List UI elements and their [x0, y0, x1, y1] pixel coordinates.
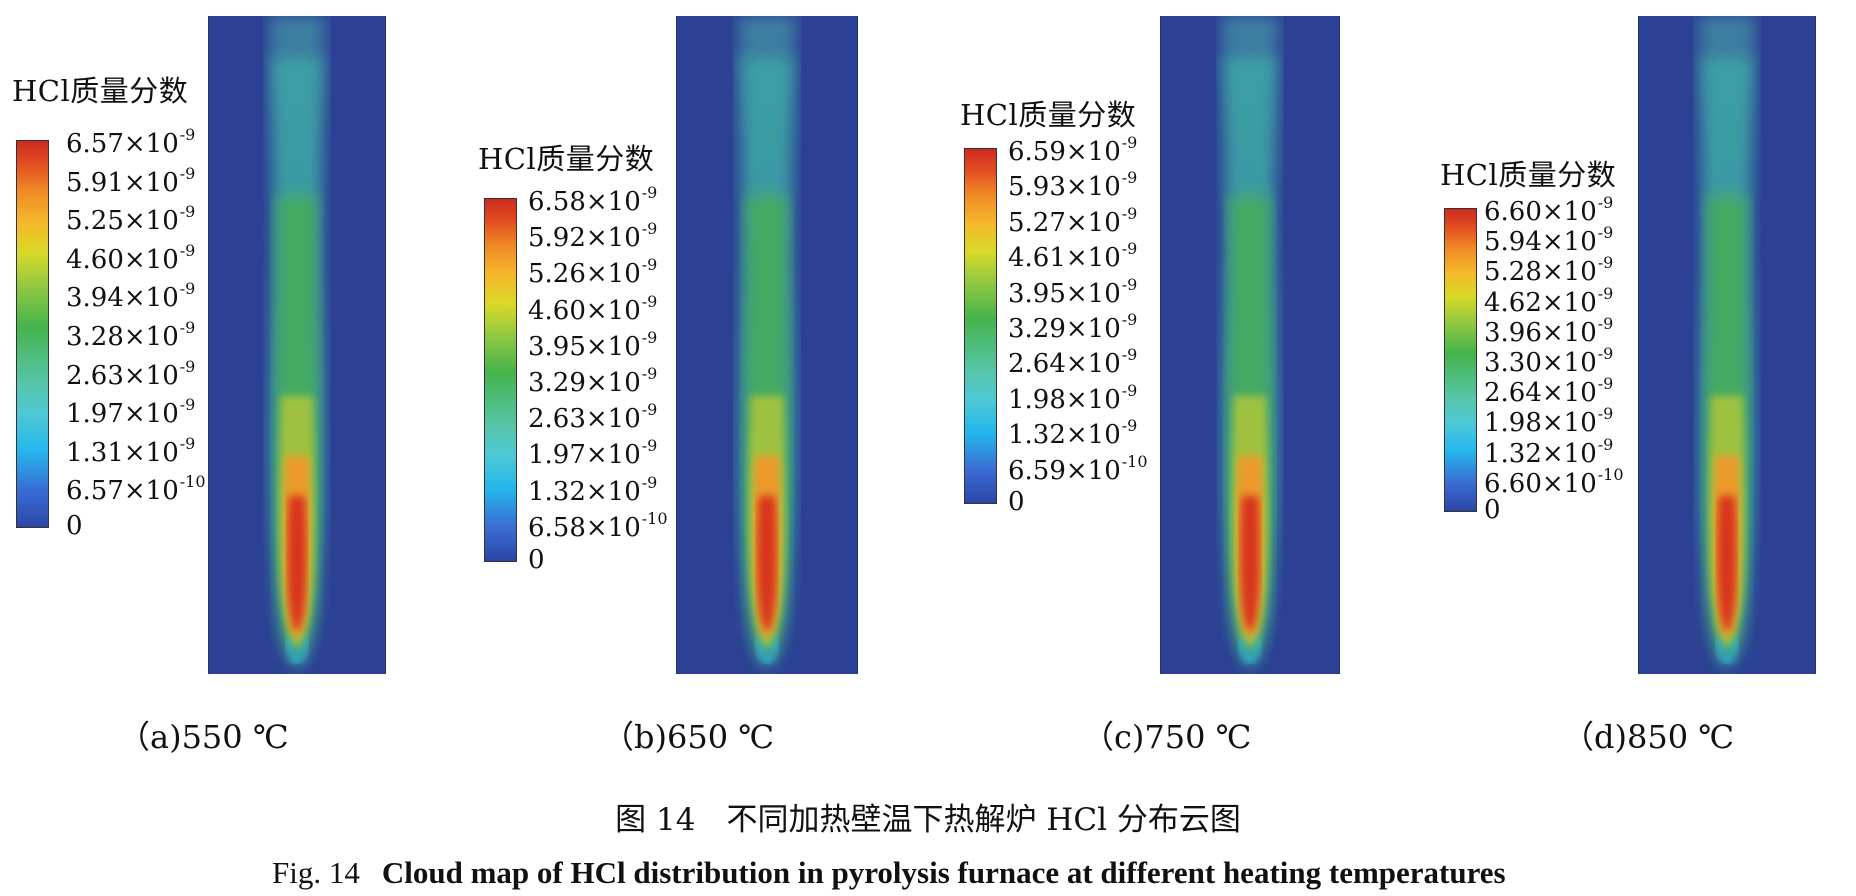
colorbar-tick-label: 4.60×10-9	[528, 291, 658, 326]
colorbar-tick-label: 3.29×10-9	[1008, 310, 1138, 344]
colorbar-tick-label: 1.32×10-9	[528, 472, 658, 507]
colorbar-tick-label: 3.94×10-9	[66, 279, 196, 314]
figure-caption-text: Cloud map of HCl distribution in pyrolys…	[381, 855, 1506, 890]
colorbar-tick-label: 3.28×10-9	[66, 318, 196, 352]
colorbar-tick-label: 3.29×10-9	[528, 364, 658, 398]
colorbar-tick-label: 1.98×10-9	[1484, 404, 1614, 439]
colorbar	[1444, 208, 1477, 512]
colorbar-tick-label: 6.60×10-9	[1484, 193, 1614, 227]
panel-c: HCl质量分数 （c)750 ℃ 6.59×10-9 5.93×10-9 5.27×…	[950, 0, 1414, 780]
colorbar-tick-label: 5.91×10-9	[66, 163, 196, 198]
hcl-plume	[1639, 16, 1815, 674]
colorbar-tick-label: 5.26×10-9	[528, 255, 658, 290]
colorbar-tick-label: 1.97×10-9	[528, 436, 658, 471]
colorbar-tick-label: 3.95×10-9	[528, 327, 658, 362]
colorbar-tick-label: 5.94×10-9	[1484, 223, 1614, 258]
subfigure-label: （b)650 ℃	[602, 718, 775, 756]
colorbar-tick-label: 3.30×10-9	[1484, 344, 1614, 378]
colorbar-tick-label: 2.63×10-9	[66, 356, 196, 391]
furnace-contour	[676, 16, 858, 674]
colorbar-tick-label: 0	[66, 511, 83, 541]
colorbar	[16, 140, 49, 528]
panel-a: HCl质量分数 （a)550 ℃ 6.57×10-9 5.91×10-9 5.25×…	[0, 0, 464, 780]
colorbar-tick-label: 3.95×10-9	[1008, 274, 1138, 309]
colorbar-tick-label: 4.60×10-9	[66, 240, 196, 275]
furnace-contour	[1638, 16, 1816, 674]
colorbar-tick-label: 4.61×10-9	[1008, 239, 1138, 274]
colorbar-tick-label: 6.60×10-10	[1484, 464, 1624, 499]
colorbar-tick-label: 1.32×10-9	[1008, 416, 1138, 451]
colorbar-tick-label: 6.57×10-10	[66, 472, 206, 507]
colorbar-tick-label: 1.32×10-9	[1484, 434, 1614, 469]
colorbar-tick-label: 5.93×10-9	[1008, 168, 1138, 203]
colorbar-tick-label: 5.27×10-9	[1008, 203, 1138, 238]
colorbar-tick-label: 2.64×10-9	[1484, 374, 1614, 409]
colorbar-tick-label: 1.98×10-9	[1008, 380, 1138, 415]
colorbar-tick-label: 1.31×10-9	[66, 433, 196, 468]
panel-b: HCl质量分数 （b)650 ℃ 6.58×10-9 5.92×10-9 5.26×…	[470, 0, 934, 780]
colorbar-tick-label: 2.64×10-9	[1008, 345, 1138, 380]
hcl-plume	[209, 16, 385, 674]
hcl-plume	[1161, 16, 1339, 674]
legend-title: HCl质量分数	[1440, 158, 1617, 192]
subfigure-label: （d)850 ℃	[1562, 718, 1735, 756]
colorbar-tick-label: 0	[1008, 487, 1025, 517]
panel-d: HCl质量分数 （d)850 ℃ 6.60×10-9 5.94×10-9 5.28×…	[1430, 0, 1856, 780]
figure-caption-en: Fig. 14 Cloud map of HCl distribution in …	[272, 855, 1506, 891]
colorbar-tick-label: 5.28×10-9	[1484, 253, 1614, 288]
colorbar-tick-label: 6.58×10-10	[528, 508, 668, 543]
furnace-contour	[208, 16, 386, 674]
figure-caption-cn: 图 14 不同加热壁温下热解炉 HCl 分布云图	[615, 802, 1241, 838]
colorbar-tick-label: 6.57×10-9	[66, 125, 196, 159]
colorbar	[484, 198, 517, 562]
colorbar-tick-label: 6.59×10-9	[1008, 133, 1138, 167]
colorbar	[964, 148, 997, 504]
legend-title: HCl质量分数	[478, 142, 655, 176]
hcl-plume	[677, 16, 857, 674]
legend-title: HCl质量分数	[12, 74, 189, 108]
colorbar-tick-label: 5.92×10-9	[528, 219, 658, 254]
colorbar-tick-label: 4.62×10-9	[1484, 283, 1614, 318]
colorbar-tick-label: 6.59×10-10	[1008, 451, 1148, 486]
colorbar-tick-label: 0	[528, 545, 545, 575]
colorbar-tick-label: 3.96×10-9	[1484, 313, 1614, 348]
subfigure-label: （a)550 ℃	[118, 718, 289, 756]
legend-title: HCl质量分数	[960, 98, 1137, 132]
colorbar-tick-label: 5.25×10-9	[66, 202, 196, 237]
colorbar-tick-label: 6.58×10-9	[528, 183, 658, 217]
subfigure-label: （c)750 ℃	[1082, 718, 1252, 756]
colorbar-tick-label: 2.63×10-9	[528, 400, 658, 435]
colorbar-tick-label: 0	[1484, 495, 1501, 525]
colorbar-tick-label: 1.97×10-9	[66, 395, 196, 430]
figure-number: Fig. 14	[272, 855, 360, 890]
furnace-contour	[1160, 16, 1340, 674]
